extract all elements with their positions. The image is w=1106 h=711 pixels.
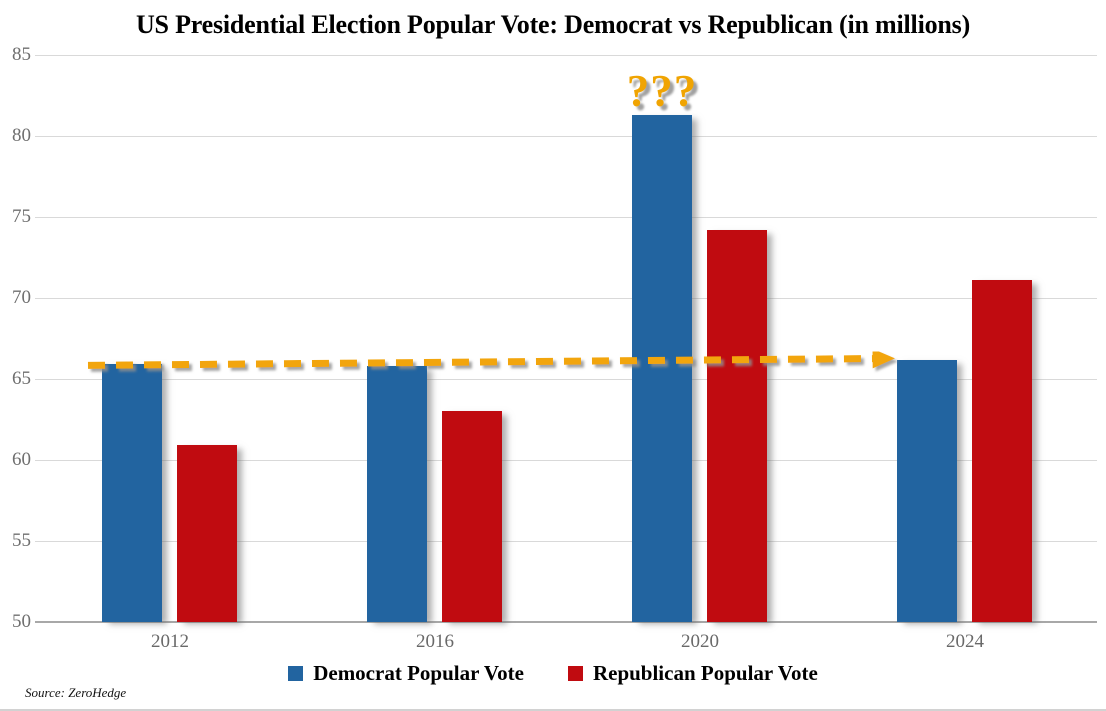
bar-republican-2024: [972, 280, 1032, 622]
y-tick-label-70: 70: [12, 287, 31, 308]
bar-republican-2020: [707, 229, 767, 622]
gridline-60: [35, 459, 1097, 461]
legend-swatch-democrat: [288, 666, 304, 681]
legend-item-republican: Republican Popular Vote: [567, 661, 818, 686]
x-tick-label-2020: 2020: [681, 631, 719, 652]
bar-democrat-2012: [102, 364, 162, 622]
gridline-85: [35, 54, 1097, 56]
y-tick-label-85: 85: [12, 44, 31, 65]
gridline-65: [35, 378, 1097, 380]
bar-republican-2012: [177, 445, 237, 622]
x-tick-label-2016: 2016: [416, 631, 454, 652]
gridline-80: [35, 135, 1097, 137]
y-tick-label-50: 50: [12, 611, 31, 632]
bar-democrat-2024: [897, 359, 957, 622]
source-note: Source: ZeroHedge: [25, 685, 127, 700]
x-tick-label-2012: 2012: [151, 631, 189, 652]
y-tick-label-80: 80: [12, 125, 31, 146]
gridline-50: [35, 621, 1097, 623]
legend: Democrat Popular Vote Republican Popular …: [0, 661, 1106, 686]
annotation-question-marks: ???: [626, 65, 698, 116]
chart-title: US Presidential Election Popular Vote: D…: [135, 10, 971, 39]
gridline-75: [35, 216, 1097, 218]
legend-item-democrat: Democrat Popular Vote: [288, 661, 524, 686]
y-tick-label-75: 75: [12, 206, 31, 227]
y-tick-label-60: 60: [12, 449, 31, 470]
y-tick-label-55: 55: [12, 530, 31, 551]
y-tick-label-65: 65: [12, 368, 31, 389]
legend-label-democrat: Democrat Popular Vote: [313, 661, 524, 685]
bar-democrat-2020: [632, 114, 692, 622]
gridline-55: [35, 540, 1097, 542]
legend-label-republican: Republican Popular Vote: [592, 661, 818, 685]
bar-democrat-2016: [367, 366, 427, 622]
gridline-70: [35, 297, 1097, 299]
legend-swatch-republican: [567, 666, 583, 681]
bar-republican-2016: [442, 411, 502, 622]
x-tick-label-2024: 2024: [946, 631, 984, 652]
